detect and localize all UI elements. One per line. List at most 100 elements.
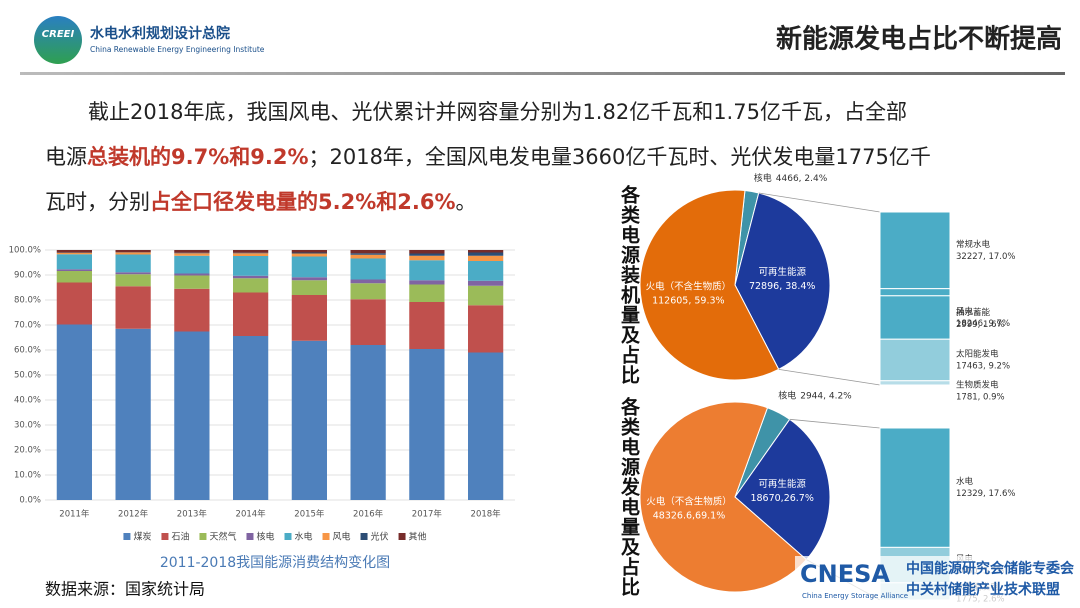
- bar-segment: [56, 271, 92, 283]
- bar-segment: [174, 331, 210, 500]
- slice-value-label: 72896, 38.4%: [749, 281, 815, 292]
- bar-segment: [115, 274, 151, 287]
- bar-segment: [233, 252, 269, 254]
- chart-title: 2011-2018我国能源消费结构变化图: [160, 555, 390, 571]
- bar-segment: [233, 292, 269, 336]
- breakdown-value-label: 18246, 9.7%: [956, 319, 1010, 329]
- y-tick-label: 90.0%: [14, 271, 41, 281]
- legend-swatch: [199, 533, 207, 540]
- legend-label: 水电: [295, 531, 313, 543]
- breakdown-value-label: 1781, 0.9%: [956, 392, 1005, 402]
- breakdown-segment: [879, 380, 951, 386]
- breakdown-value-label: 17463, 9.2%: [956, 361, 1010, 371]
- bar-segment: [350, 254, 386, 259]
- footer-name-en: China Energy Storage Alliance: [802, 592, 908, 600]
- bar-segment: [115, 286, 151, 329]
- bar-segment: [174, 253, 210, 256]
- bar-segment: [174, 255, 210, 274]
- highlight-text: 总装机的9.7%和9.2%: [87, 145, 309, 169]
- bar-segment: [115, 250, 151, 253]
- breakdown-value-label: 2999, 1.6%: [956, 320, 1005, 330]
- bar-segment: [56, 250, 92, 253]
- x-tick-label: 2013年: [177, 509, 208, 520]
- bar-segment: [468, 255, 504, 261]
- slice-value-label: 112605, 59.3%: [652, 295, 724, 306]
- text: 电源: [45, 145, 87, 169]
- breakdown-segment: [879, 288, 951, 297]
- slice-label: 火电（不含生物质）: [646, 280, 732, 292]
- slide-title: 新能源发电占比不断提高: [776, 24, 1062, 55]
- pie-slice: [639, 189, 780, 381]
- bar-segment: [233, 278, 269, 293]
- breakdown-label: 抽水蓄能: [956, 307, 991, 318]
- breakdown-value-label: 12329, 17.6%: [956, 489, 1015, 499]
- bar-segment: [409, 250, 445, 254]
- bar-segment: [291, 295, 327, 341]
- legend-swatch: [360, 533, 368, 540]
- breakdown-segment: [879, 338, 951, 382]
- bar-segment: [56, 269, 92, 271]
- slice-value-label: 18670,26.7%: [750, 493, 813, 504]
- bar-segment: [409, 253, 445, 256]
- legend-swatch: [284, 533, 292, 540]
- bar-segment: [409, 255, 445, 261]
- text: 截止2018年底，我国风电、光伏累计并网容量分别为1.82亿千瓦和1.75亿千瓦…: [88, 100, 907, 124]
- legend: 煤炭 石油 天然气 核电 水电 风电 光伏 其他: [123, 531, 427, 543]
- bar-segment: [56, 324, 92, 500]
- legend-label: 其他: [409, 531, 427, 543]
- bar-segment: [115, 272, 151, 275]
- legend-swatch: [322, 533, 330, 540]
- bar-segment: [291, 250, 327, 253]
- slice-label: 火电（不含生物质）: [646, 495, 732, 507]
- y-tick-label: 40.0%: [14, 396, 41, 406]
- connector: [789, 418, 881, 429]
- footer-backdrop: [795, 556, 1080, 608]
- bar-segment: [233, 336, 269, 500]
- bar-segment: [409, 280, 445, 285]
- bar-segment: [233, 253, 269, 256]
- text: ；2018年，全国风电发电量3660亿千瓦时、光伏发电量1775亿千: [308, 145, 931, 169]
- footer-org: 中国能源研究会储能专委会: [906, 560, 1075, 577]
- paragraph-line: 电源总装机的9.7%和9.2%；2018年，全国风电发电量3660亿千瓦时、光伏…: [45, 141, 931, 171]
- bar-segment: [350, 283, 386, 300]
- y-tick-label: 0.0%: [19, 496, 41, 506]
- bar-segment: [174, 273, 210, 276]
- bar-segment: [468, 280, 504, 286]
- legend-swatch: [161, 533, 169, 540]
- bar-segment: [409, 302, 445, 349]
- bar-segment: [350, 253, 386, 255]
- bar-segment: [233, 256, 269, 276]
- paragraph-line: 截止2018年底，我国风电、光伏累计并网容量分别为1.82亿千瓦和1.75亿千瓦…: [88, 96, 907, 126]
- x-tick-label: 2018年: [471, 509, 502, 520]
- bar-segment: [233, 250, 269, 253]
- footer-org: 中关村储能产业技术联盟: [906, 581, 1060, 598]
- legend-swatch: [123, 533, 131, 540]
- breakdown-label: 水电: [956, 476, 974, 487]
- chart-title: 各类电源发电量及占比: [618, 397, 640, 597]
- breakdown-label: 生物质发电: [956, 379, 999, 390]
- bar-segment: [350, 250, 386, 254]
- legend-label: 石油: [171, 531, 189, 543]
- pie-slice: [639, 401, 808, 593]
- slice-label: 核电: [778, 390, 796, 402]
- breakdown-segment: [879, 295, 951, 340]
- breakdown-value-label: 32227, 17.0%: [956, 252, 1015, 262]
- legend-swatch: [398, 533, 406, 540]
- text: 瓦时，分别: [45, 190, 150, 214]
- bar-segment: [409, 284, 445, 302]
- highlight-text: 占全口径发电量的5.2%和2.6%: [150, 190, 456, 214]
- x-tick-label: 2014年: [236, 509, 267, 520]
- bar-segment: [468, 352, 504, 500]
- bar-segment: [291, 252, 327, 254]
- slice-value-label: 48326.6,69.1%: [653, 510, 725, 521]
- breakdown-label: 太阳能发电: [956, 348, 999, 359]
- x-tick-label: 2011年: [59, 509, 90, 520]
- bar-segment: [174, 250, 210, 253]
- x-tick-label: 2017年: [412, 509, 443, 520]
- bar-segment: [56, 252, 92, 255]
- y-tick-label: 70.0%: [14, 321, 41, 331]
- connector: [778, 368, 881, 386]
- bar-segment: [291, 280, 327, 295]
- breakdown-label: 常规水电: [956, 239, 991, 250]
